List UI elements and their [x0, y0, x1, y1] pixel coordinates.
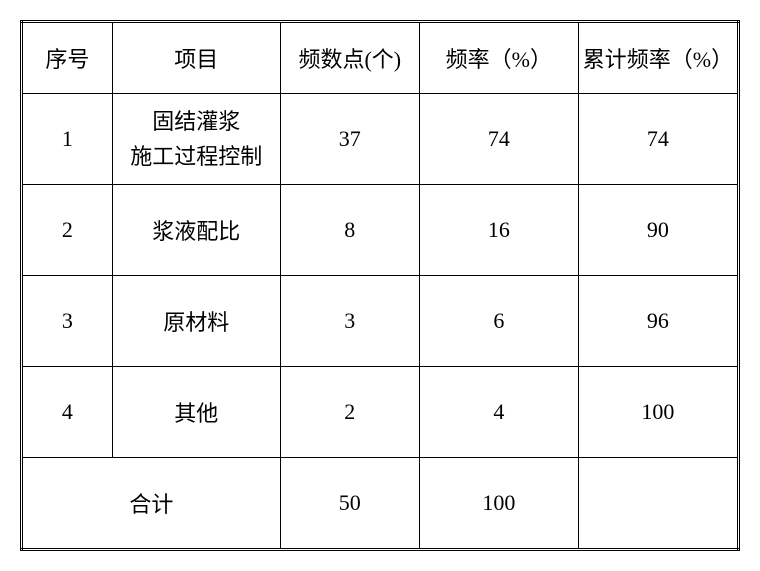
- cell-seq: 3: [22, 276, 113, 367]
- cell-cum: 74: [578, 94, 738, 185]
- col-header-item: 项目: [112, 22, 280, 94]
- cell-rate: 16: [419, 185, 578, 276]
- cell-seq: 2: [22, 185, 113, 276]
- cell-rate: 74: [419, 94, 578, 185]
- cell-seq: 1: [22, 94, 113, 185]
- table-body: 1 固结灌浆 施工过程控制 37 74 74 2 浆液配比 8 16 90 3 …: [22, 94, 739, 550]
- cell-total-freq: 50: [280, 458, 419, 550]
- cell-cum: 100: [578, 367, 738, 458]
- cell-total-cum: [578, 458, 738, 550]
- header-row: 序号 项目 频数点(个) 频率（%） 累计频率（%）: [22, 22, 739, 94]
- cell-total-label: 合计: [22, 458, 281, 550]
- col-header-seq: 序号: [22, 22, 113, 94]
- cell-total-rate: 100: [419, 458, 578, 550]
- cell-freq: 3: [280, 276, 419, 367]
- cell-item: 其他: [112, 367, 280, 458]
- cell-freq: 2: [280, 367, 419, 458]
- cell-cum: 90: [578, 185, 738, 276]
- cell-item-line2: 施工过程控制: [113, 139, 280, 174]
- frequency-table-wrapper: 序号 项目 频数点(个) 频率（%） 累计频率（%） 1 固结灌浆 施工过程控制…: [20, 20, 740, 551]
- table-row: 3 原材料 3 6 96: [22, 276, 739, 367]
- table-header: 序号 项目 频数点(个) 频率（%） 累计频率（%）: [22, 22, 739, 94]
- table-row: 4 其他 2 4 100: [22, 367, 739, 458]
- cell-item: 原材料: [112, 276, 280, 367]
- cell-cum: 96: [578, 276, 738, 367]
- col-header-cum: 累计频率（%）: [578, 22, 738, 94]
- cell-item: 固结灌浆 施工过程控制: [112, 94, 280, 185]
- cell-item-line1: 固结灌浆: [113, 104, 280, 139]
- total-row: 合计 50 100: [22, 458, 739, 550]
- frequency-table: 序号 项目 频数点(个) 频率（%） 累计频率（%） 1 固结灌浆 施工过程控制…: [20, 20, 740, 551]
- cell-item: 浆液配比: [112, 185, 280, 276]
- col-header-freq: 频数点(个): [280, 22, 419, 94]
- cell-rate: 6: [419, 276, 578, 367]
- cell-freq: 8: [280, 185, 419, 276]
- cell-freq: 37: [280, 94, 419, 185]
- cell-rate: 4: [419, 367, 578, 458]
- col-header-rate: 频率（%）: [419, 22, 578, 94]
- table-row: 2 浆液配比 8 16 90: [22, 185, 739, 276]
- cell-seq: 4: [22, 367, 113, 458]
- table-row: 1 固结灌浆 施工过程控制 37 74 74: [22, 94, 739, 185]
